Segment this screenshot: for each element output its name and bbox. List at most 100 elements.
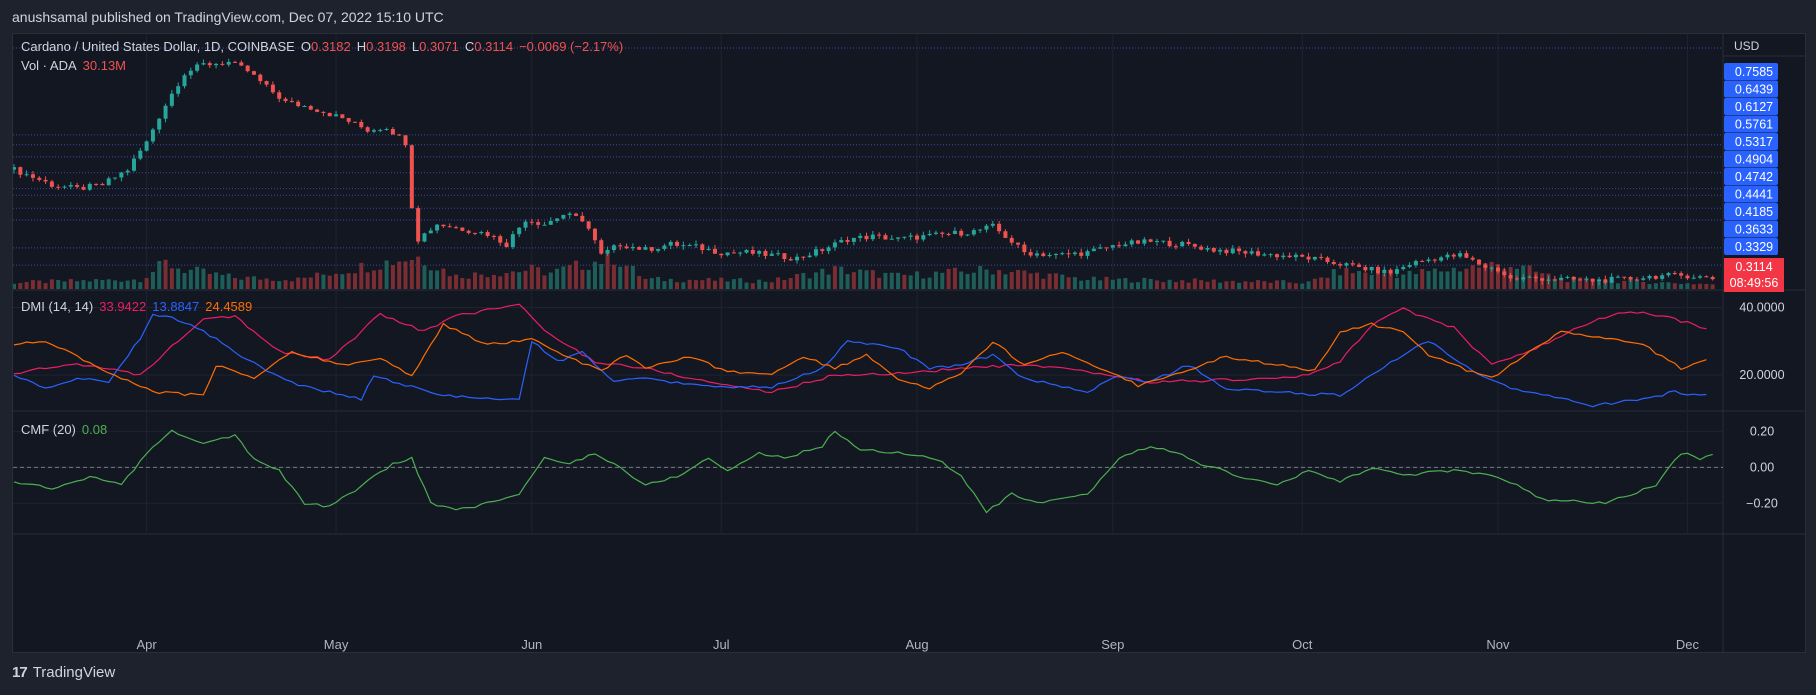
price-level-tag <box>1724 80 1778 98</box>
candle-body <box>978 229 983 231</box>
volume-bar <box>1420 268 1425 289</box>
volume-bar <box>1047 273 1052 289</box>
price-level-value: 0.6439 <box>1735 83 1773 97</box>
candle-body <box>599 240 604 254</box>
volume-bar <box>1578 277 1583 289</box>
candle-body <box>334 114 339 117</box>
volume-bar <box>30 280 35 289</box>
volume-bar <box>359 262 364 289</box>
candle-body <box>1148 239 1153 242</box>
candle-body <box>315 109 320 112</box>
candle-body <box>125 170 130 173</box>
candle-body <box>1439 257 1444 261</box>
candle-body <box>1306 256 1311 260</box>
candle-body <box>1710 277 1715 280</box>
price-level-tag <box>1724 150 1778 168</box>
price-level-value: 0.4185 <box>1735 205 1773 219</box>
symbol-title: Cardano / United States Dollar, 1D, COIN… <box>21 39 295 54</box>
candle-body <box>378 129 383 131</box>
candle-body <box>37 177 42 180</box>
volume-bar <box>409 259 414 289</box>
candle-body <box>643 247 648 250</box>
volume-bar <box>390 265 395 289</box>
volume-bar <box>245 276 250 289</box>
candle-body <box>959 230 964 236</box>
volume-bar <box>971 272 976 289</box>
candle-body <box>321 111 326 113</box>
volume-bar <box>1445 271 1450 289</box>
volume-bar <box>119 281 124 289</box>
x-tick-label: Apr <box>136 637 157 652</box>
candle-body <box>1293 254 1298 258</box>
candle-body <box>68 185 73 187</box>
volume-bar <box>858 269 863 289</box>
candle-body <box>1698 276 1703 278</box>
candle-body <box>548 220 553 225</box>
candle-body <box>416 208 421 242</box>
chart-canvas[interactable]: USD Apr May Jun Jul Aug Sep Oct Nov Dec 0.7585 0.64… <box>13 34 1805 652</box>
volume-bar <box>1028 273 1033 289</box>
volume-bar <box>454 274 459 289</box>
candle-body <box>845 240 850 242</box>
volume-bar <box>1154 280 1159 289</box>
low-label: L <box>411 39 420 54</box>
volume-bar <box>1009 272 1014 289</box>
tradingview-logo[interactable]: 17 TradingView <box>12 664 115 681</box>
volume-bar <box>1489 261 1494 289</box>
candle-body <box>1394 269 1399 274</box>
candle-body <box>1256 251 1261 256</box>
volume-bar <box>233 278 238 289</box>
candle-body <box>1338 264 1343 266</box>
volume-bar <box>138 282 143 289</box>
candle-body <box>1552 279 1557 281</box>
volume-bar <box>491 274 496 289</box>
candle-body <box>1300 254 1305 257</box>
candle-body <box>1679 273 1684 276</box>
volume-bar <box>1647 284 1652 289</box>
volume-bar <box>201 268 206 289</box>
volume-bar <box>125 280 130 289</box>
volume-bar <box>813 272 818 289</box>
volume-bar <box>542 275 547 289</box>
candle-body <box>1685 275 1690 279</box>
candle-body <box>1312 256 1317 260</box>
candle-body <box>1079 252 1084 256</box>
price-level-value: 0.4904 <box>1735 153 1773 167</box>
volume-bar <box>321 274 326 289</box>
x-tick-label: Dec <box>1676 637 1700 652</box>
candle-body <box>921 235 926 240</box>
candle-body <box>624 246 629 249</box>
candle-body <box>940 232 945 234</box>
volume-bar <box>100 279 105 289</box>
x-tick-label: Nov <box>1486 637 1510 652</box>
candle-body <box>1609 276 1614 283</box>
volume-bar <box>529 264 534 289</box>
candle-body <box>933 232 938 234</box>
volume-bar <box>1142 277 1147 289</box>
volume-bar <box>580 269 585 289</box>
volume-bar <box>1186 282 1191 289</box>
chart-frame[interactable]: USD Apr May Jun Jul Aug Sep Oct Nov Dec 0.7585 0.64… <box>12 33 1806 653</box>
candle-body <box>1615 276 1620 278</box>
candle-body <box>220 63 225 65</box>
candle-body <box>1704 276 1709 278</box>
candle-body <box>1464 253 1469 258</box>
volume-bar <box>1098 280 1103 289</box>
candle-body <box>1634 279 1639 281</box>
candle-body <box>422 233 427 242</box>
volume-bar <box>498 276 503 289</box>
volume-bar <box>504 273 509 289</box>
volume-bar <box>1173 282 1178 289</box>
volume-bar <box>1205 281 1210 289</box>
volume-bar <box>1281 280 1286 289</box>
price-level-value: 0.5761 <box>1735 118 1773 132</box>
volume-bar <box>195 266 200 289</box>
candle-body <box>675 241 680 246</box>
cmf-value: 0.08 <box>81 422 108 437</box>
volume-bar <box>239 279 244 289</box>
volume-bar <box>416 256 421 289</box>
volume-bar <box>517 272 522 289</box>
candle-body <box>580 215 585 222</box>
volume-bar <box>1293 283 1298 289</box>
candle-body <box>1628 277 1633 280</box>
